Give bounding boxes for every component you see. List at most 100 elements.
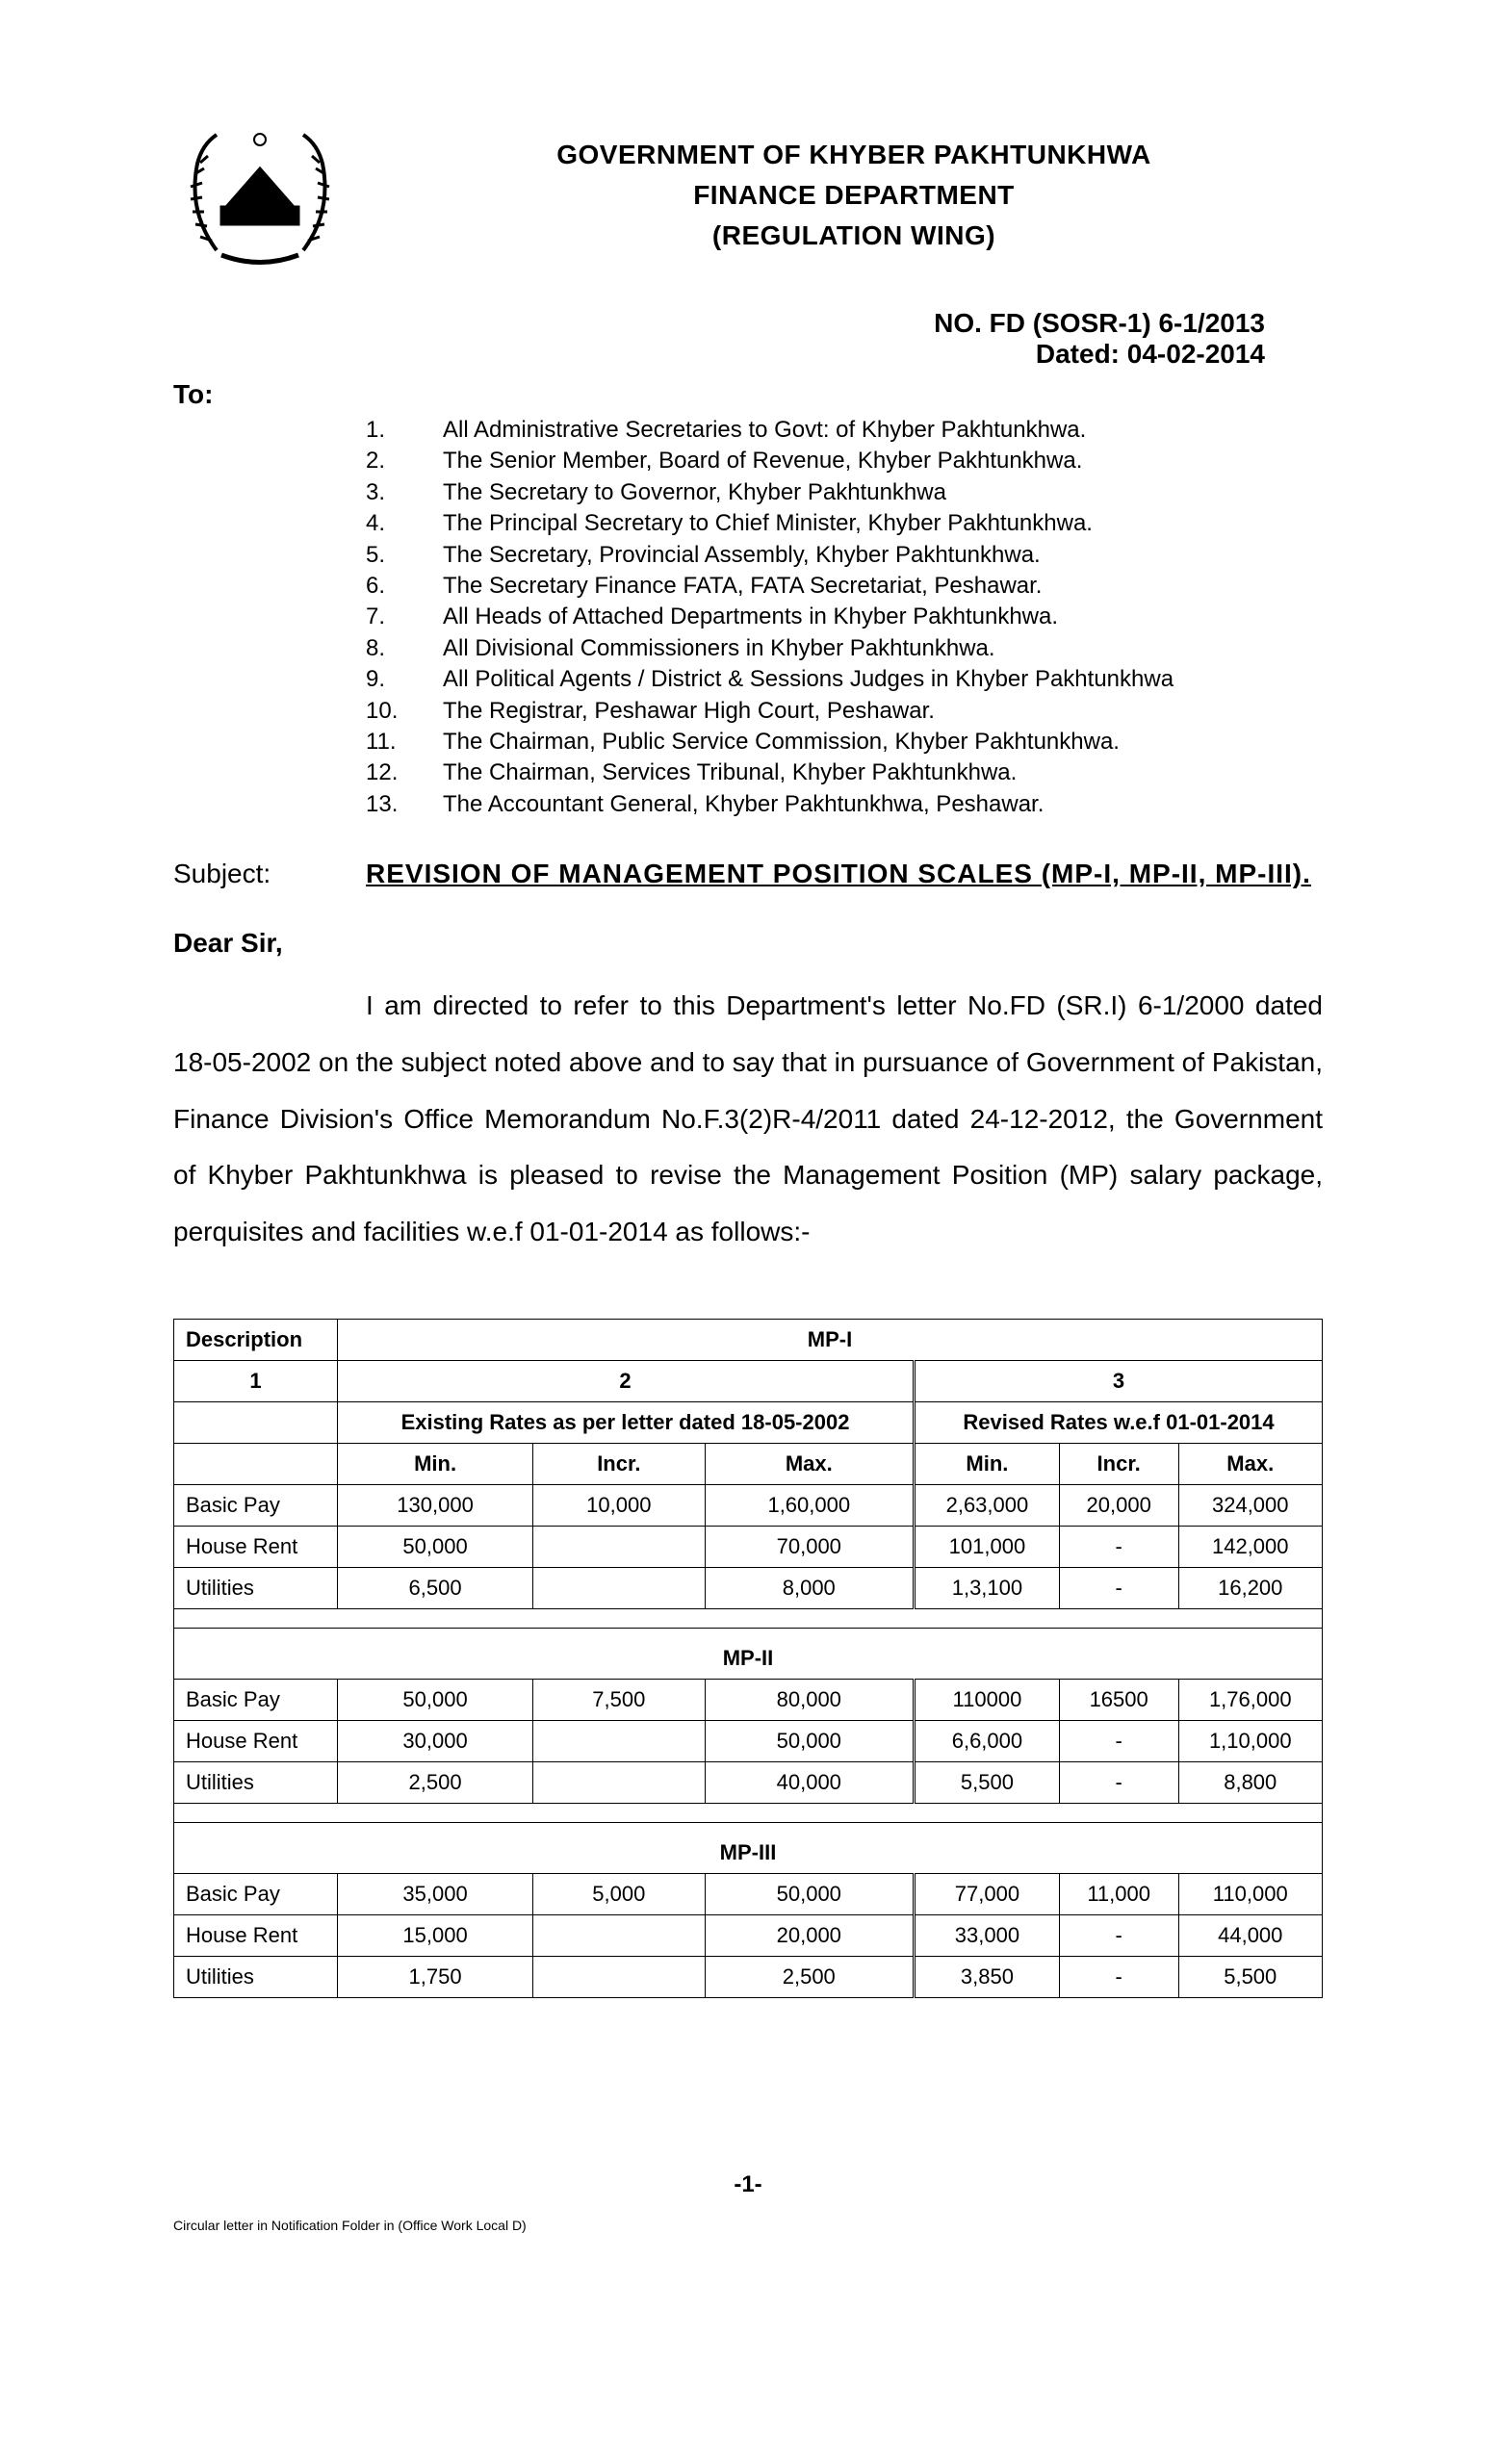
recipient-row: 11.The Chairman, Public Service Commissi… <box>366 727 1323 757</box>
table-cell: Basic Pay <box>174 1874 338 1915</box>
recipient-text: All Political Agents / District & Sessio… <box>443 664 1323 695</box>
th-col1: 1 <box>174 1361 338 1402</box>
table-cell: 110,000 <box>1178 1874 1322 1915</box>
recipient-row: 4.The Principal Secretary to Chief Minis… <box>366 508 1323 539</box>
table-cell: - <box>1059 1568 1178 1609</box>
table-cell: Utilities <box>174 1568 338 1609</box>
table-cell: House Rent <box>174 1721 338 1762</box>
recipient-text: All Heads of Attached Departments in Khy… <box>443 602 1323 632</box>
header-line-2: FINANCE DEPARTMENT <box>385 175 1323 216</box>
govt-emblem-icon <box>173 116 347 270</box>
body-paragraph: I am directed to refer to this Departmen… <box>173 978 1323 1261</box>
table-cell: 15,000 <box>338 1915 533 1957</box>
recipient-number: 5. <box>366 540 443 571</box>
table-row: Basic Pay35,0005,00050,00077,00011,00011… <box>174 1874 1323 1915</box>
table-cell: 1,750 <box>338 1957 533 1998</box>
table-cell: 33,000 <box>915 1915 1060 1957</box>
footer-note: Circular letter in Notification Folder i… <box>173 2218 1323 2233</box>
table-cell: 1,76,000 <box>1178 1680 1322 1721</box>
header-titles: GOVERNMENT OF KHYBER PAKHTUNKHWA FINANCE… <box>385 116 1323 256</box>
table-cell: 77,000 <box>915 1874 1060 1915</box>
spacer-cell <box>174 1609 1323 1629</box>
to-label: To: <box>173 379 1323 410</box>
table-cell: 70,000 <box>705 1527 915 1568</box>
recipient-number: 2. <box>366 446 443 476</box>
table-cell: 16500 <box>1059 1680 1178 1721</box>
table-cell: 20,000 <box>1059 1485 1178 1527</box>
recipient-number: 4. <box>366 508 443 539</box>
recipient-number: 12. <box>366 757 443 788</box>
recipient-row: 7.All Heads of Attached Departments in K… <box>366 602 1323 632</box>
th-e-min: Min. <box>338 1444 533 1485</box>
table-cell: 142,000 <box>1178 1527 1322 1568</box>
th-r-max: Max. <box>1178 1444 1322 1485</box>
header-line-3: (REGULATION WING) <box>385 216 1323 256</box>
table-cell: House Rent <box>174 1915 338 1957</box>
table-cell: 8,000 <box>705 1568 915 1609</box>
th-description: Description <box>174 1320 338 1361</box>
table-cell: 6,500 <box>338 1568 533 1609</box>
recipient-text: The Accountant General, Khyber Pakhtunkh… <box>443 789 1323 820</box>
table-cell: Basic Pay <box>174 1485 338 1527</box>
th-mp1: MP-I <box>338 1320 1323 1361</box>
recipient-number: 1. <box>366 415 443 446</box>
recipient-row: 8.All Divisional Commissioners in Khyber… <box>366 633 1323 664</box>
recipient-text: The Secretary to Governor, Khyber Pakhtu… <box>443 477 1323 508</box>
table-cell: 8,800 <box>1178 1762 1322 1804</box>
table-cell: 5,500 <box>915 1762 1060 1804</box>
table-cell: 50,000 <box>338 1680 533 1721</box>
table-cell: House Rent <box>174 1527 338 1568</box>
reference-block: NO. FD (SOSR-1) 6-1/2013 Dated: 04-02-20… <box>173 308 1323 370</box>
recipient-number: 6. <box>366 571 443 602</box>
recipient-text: The Secretary Finance FATA, FATA Secreta… <box>443 571 1323 602</box>
table-body: Basic Pay130,00010,0001,60,0002,63,00020… <box>174 1485 1323 1998</box>
table-cell: 130,000 <box>338 1485 533 1527</box>
table-row: House Rent30,00050,0006,6,000-1,10,000 <box>174 1721 1323 1762</box>
th-existing: Existing Rates as per letter dated 18-05… <box>338 1402 915 1444</box>
table-cell: - <box>1059 1721 1178 1762</box>
recipient-number: 13. <box>366 789 443 820</box>
salutation: Dear Sir, <box>173 928 1323 959</box>
th-e-incr: Incr. <box>533 1444 705 1485</box>
table-cell: 20,000 <box>705 1915 915 1957</box>
letterhead: GOVERNMENT OF KHYBER PAKHTUNKHWA FINANCE… <box>173 116 1323 270</box>
table-row: House Rent15,00020,00033,000-44,000 <box>174 1915 1323 1957</box>
table-cell: 1,3,100 <box>915 1568 1060 1609</box>
table-cell: 40,000 <box>705 1762 915 1804</box>
table-cell: 11,000 <box>1059 1874 1178 1915</box>
table-cell: 324,000 <box>1178 1485 1322 1527</box>
table-cell: - <box>1059 1527 1178 1568</box>
table-cell: 50,000 <box>705 1721 915 1762</box>
section-title: MP-II <box>174 1629 1323 1680</box>
table-cell: 2,500 <box>705 1957 915 1998</box>
table-cell: 5,500 <box>1178 1957 1322 1998</box>
table-cell: 30,000 <box>338 1721 533 1762</box>
table-cell: 35,000 <box>338 1874 533 1915</box>
table-cell: 50,000 <box>338 1527 533 1568</box>
table-cell: - <box>1059 1957 1178 1998</box>
table-row: Utilities1,7502,5003,850-5,500 <box>174 1957 1323 1998</box>
header-line-1: GOVERNMENT OF KHYBER PAKHTUNKHWA <box>385 135 1323 175</box>
table-row: Utilities2,50040,0005,500-8,800 <box>174 1762 1323 1804</box>
th-r-incr: Incr. <box>1059 1444 1178 1485</box>
recipient-text: The Principal Secretary to Chief Ministe… <box>443 508 1323 539</box>
table-row: Basic Pay50,0007,50080,000110000165001,7… <box>174 1680 1323 1721</box>
table-cell <box>533 1957 705 1998</box>
page-number: -1- <box>173 2171 1323 2198</box>
table-cell <box>533 1762 705 1804</box>
document-page: GOVERNMENT OF KHYBER PAKHTUNKHWA FINANCE… <box>0 0 1496 2464</box>
pay-scale-table: Description MP-I 1 2 3 Existing Rates as… <box>173 1319 1323 1998</box>
subject-text: REVISION OF MANAGEMENT POSITION SCALES (… <box>366 859 1311 889</box>
subject-row: Subject: REVISION OF MANAGEMENT POSITION… <box>173 859 1323 889</box>
recipient-text: The Chairman, Services Tribunal, Khyber … <box>443 757 1323 788</box>
table-cell: 2,63,000 <box>915 1485 1060 1527</box>
table-cell: 6,6,000 <box>915 1721 1060 1762</box>
table-cell: 2,500 <box>338 1762 533 1804</box>
th-col2: 2 <box>338 1361 915 1402</box>
th-col3: 3 <box>915 1361 1323 1402</box>
recipient-row: 1.All Administrative Secretaries to Govt… <box>366 415 1323 446</box>
recipient-text: All Administrative Secretaries to Govt: … <box>443 415 1323 446</box>
table-cell: 101,000 <box>915 1527 1060 1568</box>
recipient-number: 8. <box>366 633 443 664</box>
table-row: Basic Pay130,00010,0001,60,0002,63,00020… <box>174 1485 1323 1527</box>
